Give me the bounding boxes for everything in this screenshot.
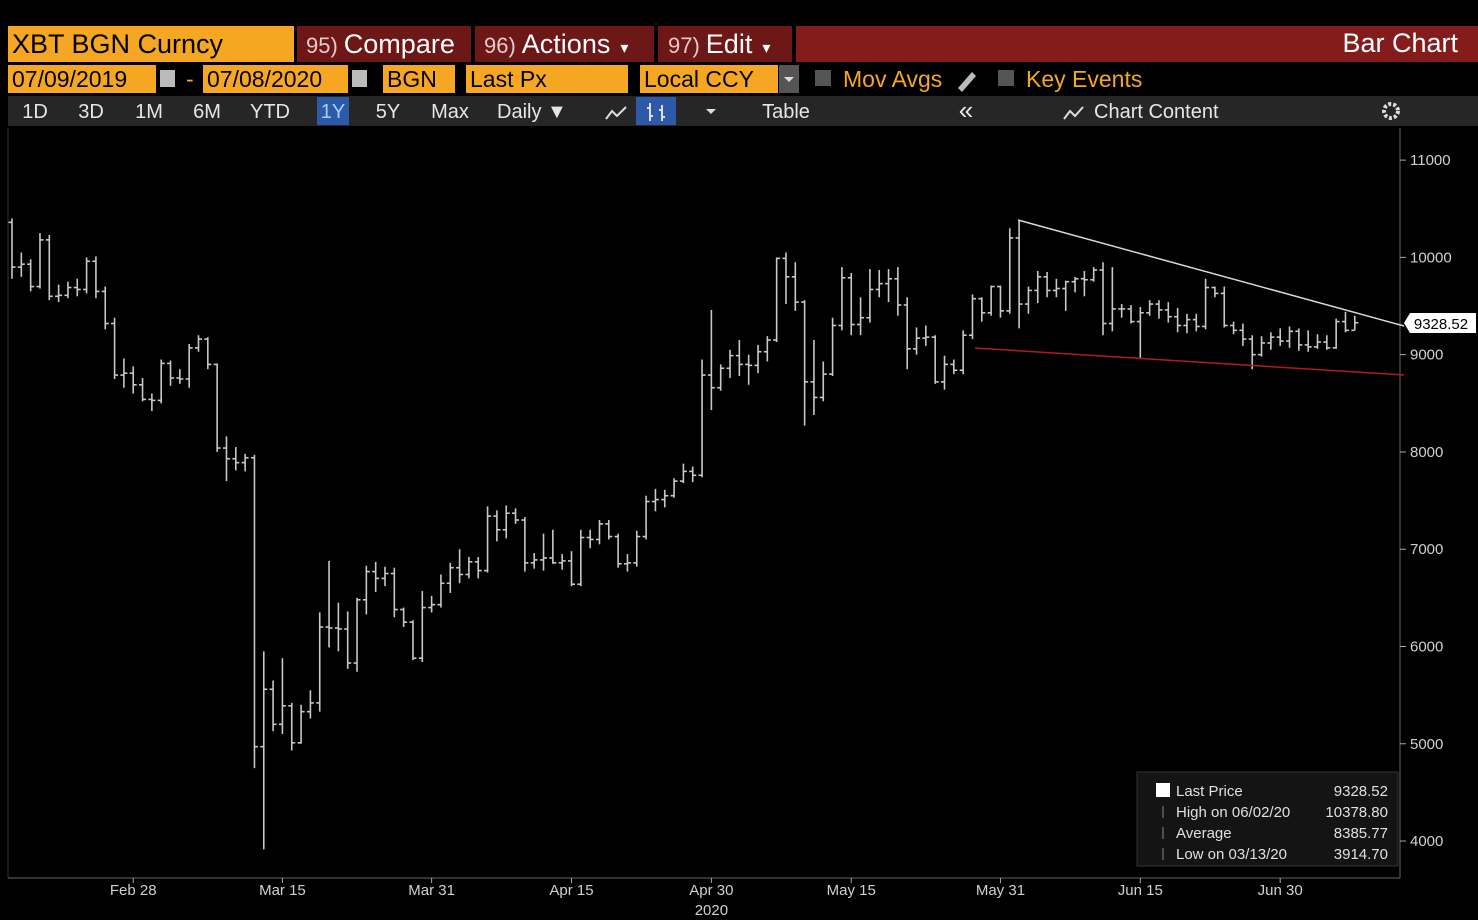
toggle-label: Key Events bbox=[1026, 66, 1142, 92]
x-year-label: 2020 bbox=[695, 902, 728, 919]
y-tick-label: 9000 bbox=[1410, 347, 1443, 364]
toggle-label: Mov Avgs bbox=[843, 66, 942, 92]
active-period bbox=[317, 97, 349, 125]
date-separator: - bbox=[186, 66, 194, 92]
legend-value: 3914.70 bbox=[1334, 846, 1388, 863]
security: XBT BGN Curncy bbox=[12, 29, 224, 59]
start-date-field[interactable] bbox=[8, 65, 156, 93]
y-tick-label: 7000 bbox=[1410, 541, 1443, 558]
y-tick-label: 4000 bbox=[1410, 833, 1443, 850]
legend bbox=[1136, 771, 1399, 867]
menu-actions-label: 96) Actions ▾ bbox=[484, 29, 628, 59]
period-button[interactable]: Max bbox=[431, 101, 469, 123]
bar-chart-icon bbox=[647, 103, 665, 121]
x-tick-label: Feb 28 bbox=[110, 882, 157, 899]
menu-label: Actions bbox=[522, 29, 611, 59]
trend-line bbox=[974, 347, 1405, 376]
menu-caret: ▾ bbox=[762, 40, 770, 57]
bar-chart-button[interactable] bbox=[636, 97, 676, 125]
line-chart-icon[interactable] bbox=[605, 106, 627, 120]
calendar-icon[interactable] bbox=[352, 70, 367, 87]
menu-compare[interactable] bbox=[297, 26, 471, 62]
y-tick-label: 11000 bbox=[1410, 152, 1451, 169]
menu-actions[interactable] bbox=[475, 26, 654, 62]
y-tick-label: 6000 bbox=[1410, 638, 1443, 655]
legend-label: Last Price bbox=[1176, 783, 1243, 800]
content-icon bbox=[1063, 106, 1084, 120]
collapse-button[interactable]: « bbox=[959, 95, 973, 125]
table-button[interactable]: Table bbox=[762, 101, 810, 123]
frequency[interactable]: Daily ▼ bbox=[497, 101, 567, 123]
title-bar bbox=[796, 26, 1478, 62]
y-tick-label: 10000 bbox=[1410, 249, 1452, 266]
x-tick-label: Jun 15 bbox=[1118, 882, 1163, 899]
period-button[interactable]: 6M bbox=[193, 101, 221, 123]
trend-line bbox=[1017, 219, 1405, 327]
field-select[interactable] bbox=[466, 65, 628, 93]
last-price-tag bbox=[1404, 313, 1476, 333]
x-tick-label: Mar 15 bbox=[259, 882, 306, 899]
x-tick-label: Apr 30 bbox=[689, 882, 733, 899]
menu-compare-label: 95) Compare bbox=[306, 29, 455, 59]
menu-caret: ▾ bbox=[620, 40, 628, 57]
end-date-field[interactable] bbox=[203, 65, 348, 93]
checkbox[interactable] bbox=[815, 70, 831, 86]
menu-label: Edit bbox=[706, 29, 753, 59]
legend-value: 9328.52 bbox=[1334, 783, 1388, 800]
currency-select[interactable] bbox=[640, 65, 778, 93]
period-button[interactable]: 5Y bbox=[376, 101, 400, 123]
x-tick-label: Apr 15 bbox=[549, 882, 593, 899]
legend-label: Low on 03/13/20 bbox=[1176, 846, 1287, 863]
plot: 4000 5000 6000 7000 8000 9000 10000 11000 Feb 28… bbox=[8, 152, 1452, 919]
menu-key: 95) bbox=[306, 33, 338, 58]
legend-value: 10378.80 bbox=[1325, 804, 1388, 821]
x-tick-label: May 31 bbox=[976, 882, 1025, 899]
menu-key: 96) bbox=[484, 33, 516, 58]
chart-content-button[interactable]: Chart Content bbox=[1094, 101, 1219, 123]
menu-edit[interactable] bbox=[658, 26, 792, 62]
y-tick-label: 8000 bbox=[1410, 444, 1443, 461]
settings-icon[interactable] bbox=[1382, 102, 1400, 120]
period-buttons: 1D 3D 1M 6M YTD 1Y 5Y Max bbox=[22, 97, 469, 125]
menu-label: Compare bbox=[344, 29, 455, 59]
checkbox[interactable] bbox=[998, 70, 1014, 86]
currency: Local CCY bbox=[644, 66, 754, 92]
legend-swatch bbox=[1156, 783, 1170, 797]
toolbar bbox=[8, 96, 1478, 126]
menu-edit-label: 97) Edit ▾ bbox=[668, 29, 770, 59]
x-tick-label: Jun 30 bbox=[1258, 882, 1303, 899]
last-price-tag-label: 9328.52 bbox=[1414, 316, 1468, 333]
security-field[interactable] bbox=[8, 26, 294, 62]
menu-key: 97) bbox=[668, 33, 700, 58]
period-button[interactable]: YTD bbox=[250, 101, 290, 123]
source: BGN bbox=[387, 66, 437, 92]
pencil-icon[interactable] bbox=[958, 72, 976, 92]
legend-stats: High on 06/02/20 10378.80 Average 8385.77 Lo… bbox=[1162, 804, 1388, 863]
source-field[interactable] bbox=[383, 65, 455, 93]
end-date: 07/08/2020 bbox=[207, 66, 322, 92]
period-button[interactable]: 1Y bbox=[321, 101, 345, 123]
y-tick-label: 5000 bbox=[1410, 736, 1443, 753]
field: Last Px bbox=[470, 66, 547, 92]
period-button[interactable]: 3D bbox=[78, 101, 104, 123]
dropdown-arrow[interactable] bbox=[706, 109, 716, 114]
legend-label: High on 06/02/20 bbox=[1176, 804, 1290, 821]
start-date: 07/09/2019 bbox=[12, 66, 127, 92]
legend-value: 8385.77 bbox=[1334, 825, 1388, 842]
dropdown-arrow bbox=[784, 77, 794, 82]
x-tick-label: Mar 31 bbox=[408, 882, 455, 899]
legend-label: Average bbox=[1176, 825, 1232, 842]
period-button[interactable]: 1D bbox=[22, 101, 48, 123]
x-tick-label: May 15 bbox=[827, 882, 876, 899]
view-title: Bar Chart bbox=[1342, 28, 1458, 58]
calendar-icon[interactable] bbox=[160, 70, 175, 87]
period-button[interactable]: 1M bbox=[135, 101, 163, 123]
